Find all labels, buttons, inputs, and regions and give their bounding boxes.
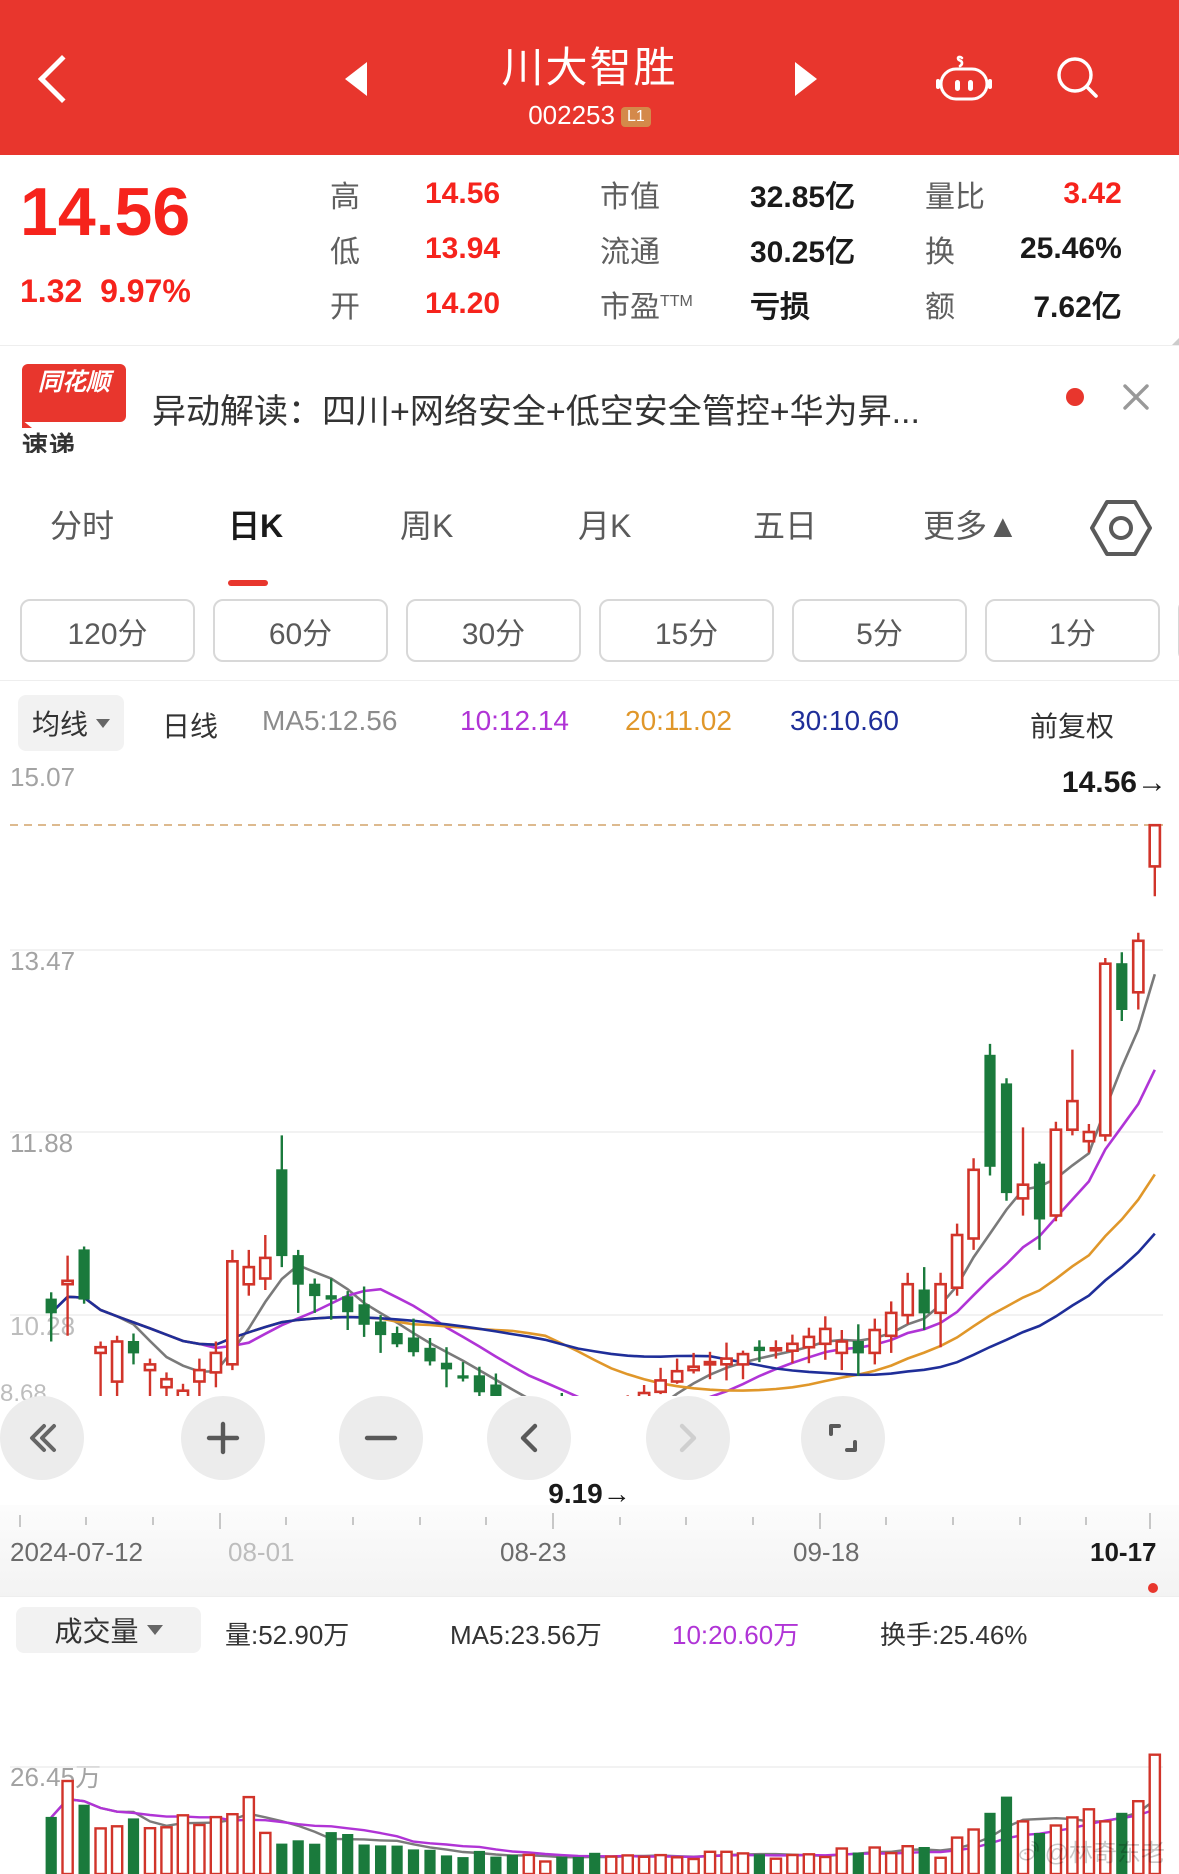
svg-text:同花顺: 同花顺 bbox=[38, 369, 115, 396]
